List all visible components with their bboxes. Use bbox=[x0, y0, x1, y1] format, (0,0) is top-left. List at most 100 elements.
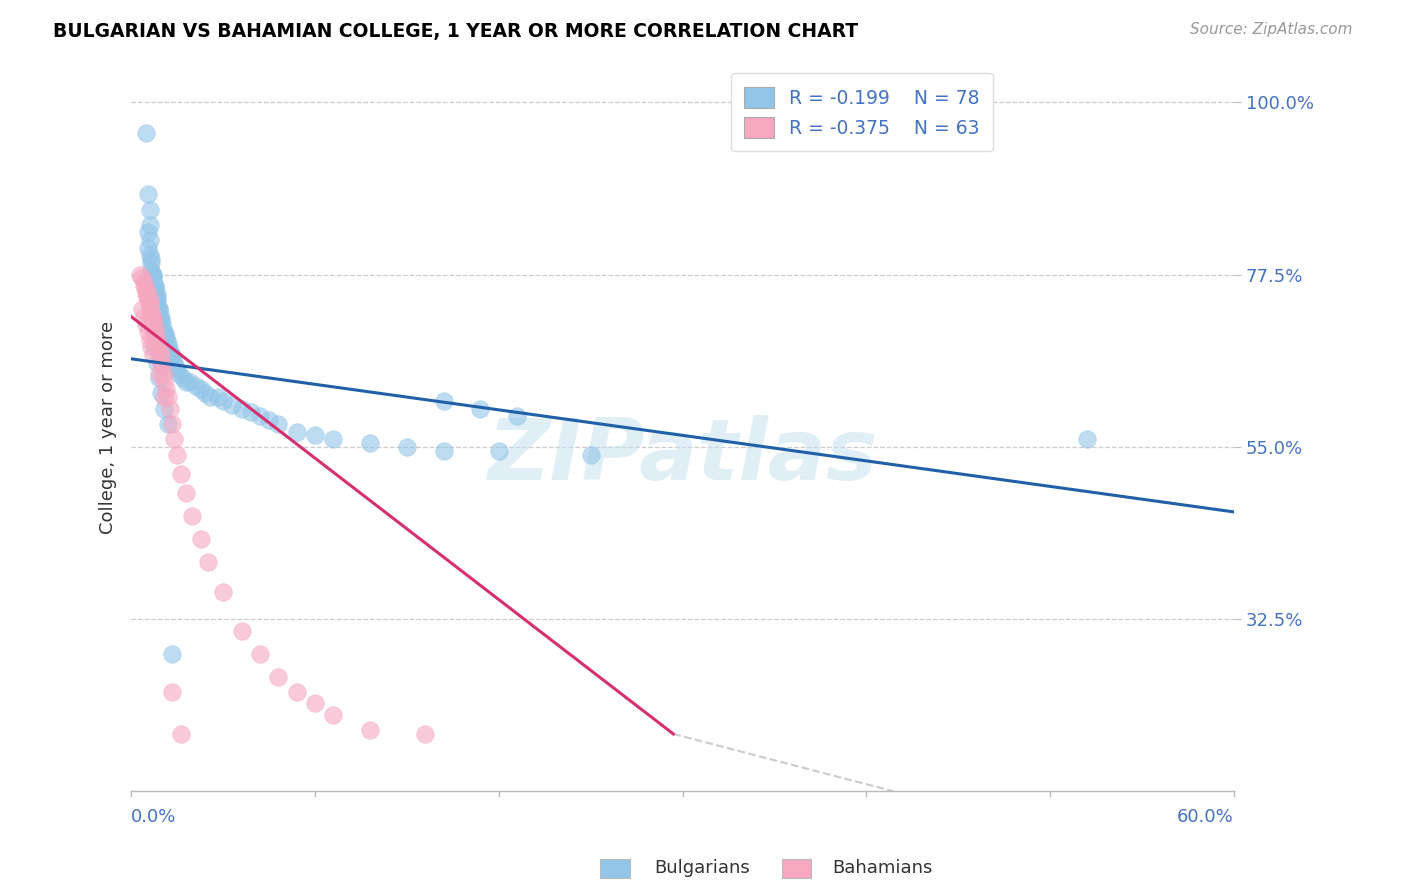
Point bbox=[166, 363, 188, 377]
Point bbox=[413, 727, 436, 741]
Point bbox=[153, 325, 176, 339]
Point bbox=[167, 367, 190, 381]
Point bbox=[135, 283, 157, 297]
Point bbox=[172, 371, 194, 385]
Point bbox=[184, 378, 207, 392]
Point bbox=[239, 405, 262, 419]
Point bbox=[146, 286, 169, 301]
Point bbox=[156, 390, 179, 404]
Point bbox=[212, 585, 235, 599]
Point bbox=[136, 288, 159, 302]
Point bbox=[433, 443, 456, 458]
Point bbox=[142, 268, 165, 282]
Point bbox=[136, 325, 159, 339]
Point bbox=[142, 268, 165, 282]
Point bbox=[129, 268, 152, 282]
Point bbox=[160, 417, 183, 431]
Point bbox=[136, 226, 159, 240]
Point bbox=[132, 275, 155, 289]
Point bbox=[146, 291, 169, 305]
Point bbox=[267, 417, 290, 431]
Point bbox=[146, 333, 169, 347]
Point bbox=[159, 401, 181, 416]
Point bbox=[138, 233, 160, 247]
Point bbox=[146, 294, 169, 309]
Text: 60.0%: 60.0% bbox=[1177, 808, 1234, 826]
Point bbox=[136, 291, 159, 305]
Point bbox=[138, 296, 160, 310]
Point bbox=[138, 248, 160, 262]
Point bbox=[267, 669, 290, 683]
Point bbox=[142, 318, 165, 332]
Point bbox=[142, 313, 165, 327]
Text: Bahamians: Bahamians bbox=[832, 859, 932, 877]
Text: Bulgarians: Bulgarians bbox=[654, 859, 749, 877]
Point bbox=[155, 329, 177, 343]
Point bbox=[131, 301, 153, 316]
Point bbox=[135, 318, 157, 332]
Point bbox=[136, 241, 159, 255]
Point bbox=[160, 685, 183, 699]
Point bbox=[153, 325, 176, 339]
Point bbox=[142, 348, 165, 362]
Point bbox=[197, 555, 219, 569]
Point bbox=[136, 187, 159, 202]
Point bbox=[207, 390, 229, 404]
Point bbox=[304, 696, 326, 710]
Point bbox=[285, 425, 308, 439]
Point bbox=[143, 286, 166, 301]
Point bbox=[176, 485, 198, 500]
Point bbox=[488, 443, 510, 458]
Point bbox=[162, 356, 184, 370]
Point bbox=[212, 393, 235, 408]
Point bbox=[153, 390, 176, 404]
Point bbox=[162, 432, 184, 446]
Point bbox=[131, 271, 153, 285]
Point bbox=[160, 351, 183, 366]
Point bbox=[149, 386, 172, 401]
Point bbox=[322, 707, 344, 722]
Point bbox=[155, 333, 177, 347]
Point bbox=[156, 417, 179, 431]
Point bbox=[579, 448, 602, 462]
Point bbox=[148, 306, 170, 320]
Point bbox=[142, 311, 165, 326]
Text: Source: ZipAtlas.com: Source: ZipAtlas.com bbox=[1189, 22, 1353, 37]
Point bbox=[152, 359, 174, 374]
Point bbox=[160, 647, 183, 661]
Point bbox=[141, 252, 163, 267]
Point bbox=[304, 428, 326, 442]
Point bbox=[148, 367, 170, 381]
Point bbox=[152, 321, 174, 335]
Point bbox=[249, 647, 271, 661]
Point bbox=[160, 348, 183, 362]
Point bbox=[152, 318, 174, 332]
Point bbox=[141, 256, 163, 270]
Point bbox=[142, 275, 165, 289]
Point bbox=[176, 375, 198, 389]
Point bbox=[194, 386, 217, 401]
Point bbox=[148, 310, 170, 324]
Point bbox=[148, 340, 170, 354]
Point bbox=[149, 310, 172, 324]
Point bbox=[138, 333, 160, 347]
Point bbox=[143, 279, 166, 293]
Point bbox=[231, 624, 253, 638]
Point bbox=[159, 344, 181, 359]
Point bbox=[200, 390, 222, 404]
Point bbox=[132, 279, 155, 293]
Point bbox=[141, 303, 163, 318]
Point bbox=[165, 359, 187, 374]
Point bbox=[141, 340, 163, 354]
Point bbox=[395, 440, 418, 454]
Point bbox=[155, 383, 177, 397]
Point bbox=[170, 467, 193, 481]
Point bbox=[149, 313, 172, 327]
Point bbox=[166, 448, 188, 462]
Point bbox=[135, 126, 157, 140]
Point bbox=[359, 723, 381, 738]
Text: 0.0%: 0.0% bbox=[131, 808, 177, 826]
Y-axis label: College, 1 year or more: College, 1 year or more bbox=[100, 321, 117, 534]
Point bbox=[1076, 432, 1098, 446]
Point bbox=[156, 336, 179, 351]
